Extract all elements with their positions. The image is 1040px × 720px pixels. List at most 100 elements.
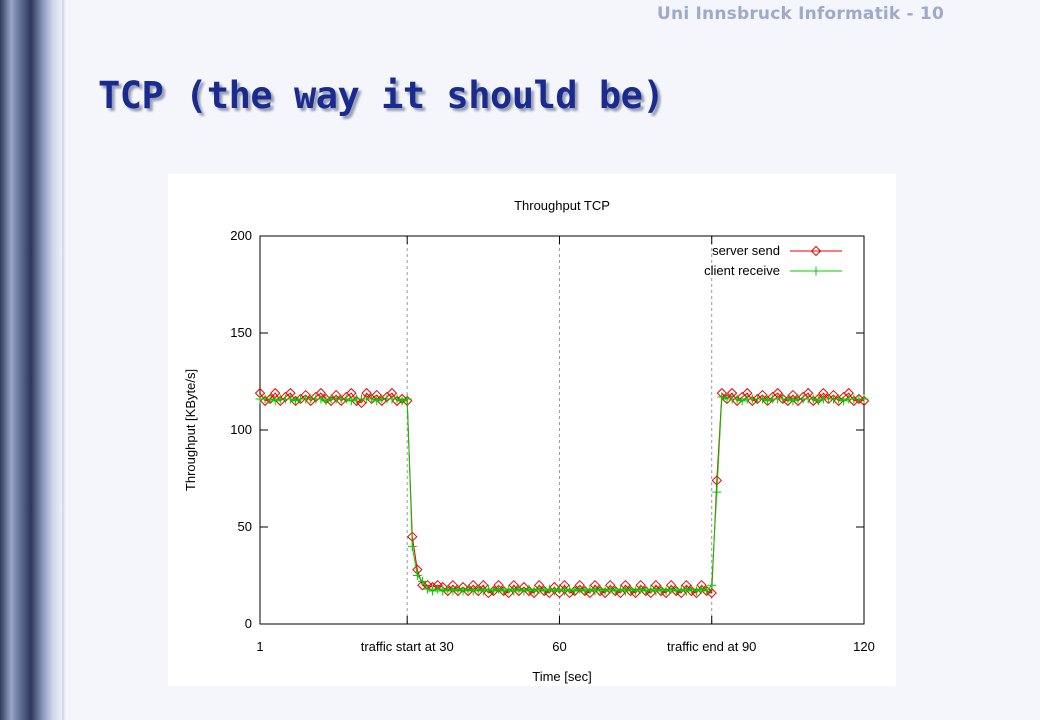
data-point [443, 584, 453, 594]
x-tick-label: 120 [853, 639, 875, 654]
data-point [636, 584, 646, 594]
data-point [356, 397, 367, 409]
data-point [285, 394, 295, 404]
data-point [529, 586, 539, 596]
x-tick-label: 60 [552, 639, 566, 654]
data-point [519, 586, 529, 596]
y-tick-label: 200 [230, 228, 252, 243]
data-point [417, 576, 427, 586]
data-point [392, 394, 402, 404]
y-axis-label: Throughput [KByte/s] [183, 369, 198, 491]
data-point [763, 396, 773, 406]
data-point [514, 584, 524, 594]
chart-panel: Throughput TCP Time [sec] Throughput [KB… [168, 174, 896, 686]
chart-title: Throughput TCP [514, 198, 610, 213]
data-point [737, 396, 747, 406]
x-axis-label: Time [sec] [532, 669, 591, 684]
data-point [620, 586, 630, 596]
data-point [585, 584, 595, 594]
data-point [560, 586, 570, 596]
data-point [641, 586, 651, 596]
data-point [397, 396, 407, 406]
data-point [453, 584, 463, 594]
data-point [651, 586, 661, 596]
data-point [712, 487, 722, 497]
data-point [717, 392, 727, 402]
series-server-send [254, 387, 870, 599]
data-point [494, 584, 504, 594]
data-point [524, 584, 534, 594]
data-point [372, 396, 382, 406]
data-point [595, 584, 605, 594]
legend-label: client receive [704, 263, 780, 278]
data-point [839, 396, 849, 406]
data-point [697, 584, 707, 594]
legend-marker [811, 266, 821, 276]
data-point [433, 584, 443, 594]
slide-sidebar-decoration [0, 0, 62, 720]
data-point [321, 396, 331, 406]
data-point [590, 586, 600, 596]
data-point [580, 586, 590, 596]
data-point [417, 579, 428, 591]
y-tick-label: 50 [238, 519, 252, 534]
data-point [656, 584, 666, 594]
data-point [488, 586, 498, 596]
y-tick-label: 150 [230, 325, 252, 340]
x-tick-label: traffic end at 90 [667, 639, 756, 654]
data-point [702, 586, 712, 596]
data-point [565, 584, 575, 594]
legend-label: server send [712, 243, 780, 258]
data-point [478, 586, 488, 596]
data-point [631, 586, 641, 596]
legend-marker [810, 245, 822, 257]
data-point [661, 586, 671, 596]
data-point [448, 586, 458, 596]
data-point [575, 584, 585, 594]
data-point [458, 586, 468, 596]
data-point [570, 586, 580, 596]
data-point [341, 394, 351, 404]
data-point [270, 396, 280, 406]
slide-sidebar-highlight [62, 0, 66, 720]
data-point [412, 571, 422, 580]
data-point [407, 541, 417, 551]
data-point [646, 584, 656, 594]
y-tick-label: 100 [230, 422, 252, 437]
data-point [615, 584, 625, 594]
data-point [671, 586, 681, 596]
data-point [605, 584, 615, 594]
slide-header: Uni Innsbruck Informatik - 10 [657, 4, 944, 24]
data-point [676, 584, 686, 594]
data-point [859, 394, 869, 404]
data-point [788, 396, 798, 406]
data-point [783, 394, 793, 404]
data-point [473, 584, 483, 594]
data-point [686, 584, 696, 594]
data-point [291, 396, 301, 406]
data-point [402, 394, 412, 404]
data-point [346, 396, 356, 406]
data-point [316, 394, 326, 404]
data-point [732, 394, 742, 404]
data-point [422, 584, 432, 594]
data-point [534, 584, 544, 594]
data-point [483, 584, 493, 594]
data-point [707, 580, 717, 590]
data-point [499, 586, 509, 596]
slide-title: TCP (the way it should be) [98, 74, 665, 117]
data-point [813, 396, 823, 406]
data-point [539, 586, 549, 596]
data-point [438, 586, 448, 596]
throughput-chart: Throughput TCP Time [sec] Throughput [KB… [183, 198, 875, 684]
data-point [554, 584, 564, 594]
data-point [549, 586, 559, 596]
data-point [265, 394, 275, 404]
data-point [509, 586, 519, 596]
data-point [544, 584, 554, 594]
data-point [681, 586, 691, 596]
x-tick-label: 1 [256, 639, 263, 654]
data-point [428, 586, 438, 596]
data-point [626, 584, 636, 594]
data-point [666, 584, 676, 594]
